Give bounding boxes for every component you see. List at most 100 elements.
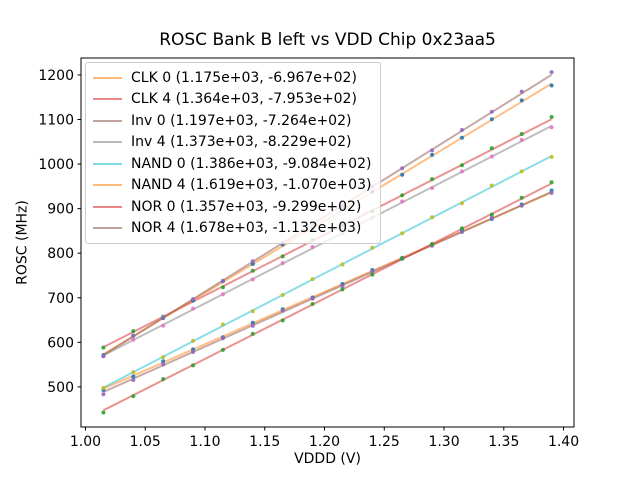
data-point [489,146,494,151]
data-point [459,163,464,168]
data-point [489,109,494,114]
data-point [400,231,405,236]
legend: CLK 0 (1.175e+03, -6.967e+02) CLK 4 (1.36… [85,62,382,244]
data-point [370,272,375,277]
data-point [549,125,554,130]
data-point [549,180,554,185]
data-point [220,292,225,297]
x-tick-label: 1.20 [309,434,340,450]
legend-line-swatch [93,119,122,122]
x-tick-label: 1.25 [369,434,400,450]
legend-item-nor-0: NOR 0 (1.357e+03, -9.299e+02) [93,196,371,218]
y-tick-label: 1000 [38,157,74,173]
legend-label: NOR 4 (1.678e+03, -1.132e+03) [131,220,362,237]
data-point [549,190,554,195]
x-tick-label: 1.40 [548,434,579,450]
data-point [459,135,464,140]
scatter-nand-0 [101,154,554,391]
y-tick-label: 900 [47,202,74,218]
data-point [191,363,196,368]
data-point [459,127,464,132]
legend-line-swatch [93,162,122,165]
data-point [519,137,524,142]
data-point [400,199,405,204]
data-point [191,297,196,302]
x-tick-label: 1.10 [189,434,220,450]
legend-line-swatch [93,205,122,208]
data-point [340,287,345,292]
data-point [400,256,405,261]
legend-item-clk-4: CLK 4 (1.364e+03, -7.953e+02) [93,89,371,111]
legend-line-swatch [93,76,122,79]
data-point [161,377,166,382]
data-point [220,347,225,352]
x-tick-label: 1.05 [130,434,161,450]
data-point [549,154,554,159]
legend-label: NAND 0 (1.386e+03, -9.084e+02) [131,155,372,172]
data-point [459,226,464,231]
scatter-nor-0 [101,180,554,415]
data-point [161,323,166,328]
y-tick-label: 800 [47,246,74,262]
data-point [280,308,285,313]
data-point [430,215,435,220]
data-point [101,386,106,391]
legend-item-nand-0: NAND 0 (1.386e+03, -9.084e+02) [93,153,371,175]
data-point [549,114,554,119]
legend-label: Inv 4 (1.373e+03, -8.229e+02) [131,134,352,151]
data-point [430,148,435,153]
data-point [519,89,524,94]
data-point [310,302,315,307]
legend-label: NOR 0 (1.357e+03, -9.299e+02) [131,198,362,215]
x-tick-label: 1.35 [488,434,519,450]
data-point [250,268,255,273]
data-point [101,354,106,359]
data-point [131,394,136,399]
legend-label: Inv 0 (1.197e+03, -7.264e+02) [131,112,352,129]
data-point [101,392,106,397]
data-point [459,201,464,206]
data-point [131,329,136,334]
data-point [250,309,255,314]
legend-item-nor-4: NOR 4 (1.678e+03, -1.132e+03) [93,218,371,240]
data-point [519,195,524,200]
legend-item-clk-0: CLK 0 (1.175e+03, -6.967e+02) [93,67,371,89]
legend-line-swatch [93,141,122,144]
data-point [400,193,405,198]
data-point [519,203,524,208]
scatter-inv-0 [101,190,554,397]
data-point [549,83,554,88]
y-axis-label: ROSC (MHz) [14,200,31,285]
data-point [280,318,285,323]
data-point [161,355,166,360]
data-point [280,254,285,259]
data-point [131,370,136,375]
y-tick-label: 1200 [38,68,74,84]
data-point [131,337,136,342]
data-point [489,117,494,122]
data-point [489,212,494,217]
data-point [220,336,225,341]
data-point [191,338,196,343]
fit-line-nor-0 [102,182,553,412]
chart-title: ROSC Bank B left vs VDD Chip 0x23aa5 [159,30,496,50]
axes-spines [80,57,575,428]
fit-line-nand-0 [102,155,553,389]
x-tick-label: 1.00 [70,434,101,450]
data-point [250,323,255,328]
y-tick-label: 500 [47,380,74,396]
x-tick-label: 1.30 [428,434,459,450]
data-point [489,154,494,159]
data-point [250,262,255,267]
data-point [489,183,494,188]
legend-label: CLK 0 (1.175e+03, -6.967e+02) [131,69,357,86]
data-point [280,261,285,266]
data-point [250,259,255,264]
legend-item-nand-4: NAND 4 (1.619e+03, -1.070e+03) [93,175,371,197]
data-point [250,320,255,325]
data-point [161,315,166,320]
data-point [519,131,524,136]
data-point [101,410,106,415]
data-point [370,269,375,274]
